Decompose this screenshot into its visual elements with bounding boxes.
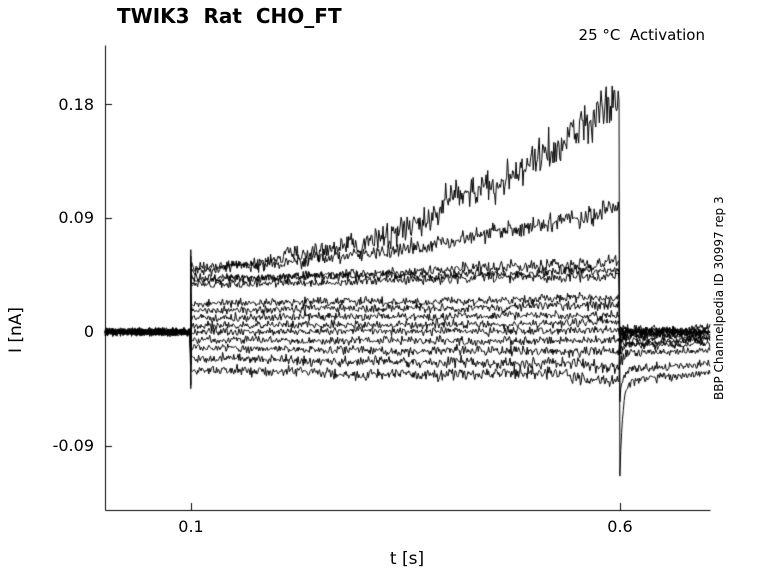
x-tick-label: 0.6 xyxy=(607,517,633,536)
y-tick-label: 0.09 xyxy=(58,208,94,227)
temperature-protocol-annotation: 25 °C Activation xyxy=(578,26,705,44)
x-axis-label: t [s] xyxy=(389,549,425,569)
y-tick-label: 0.18 xyxy=(58,95,94,114)
y-tick-label: 0 xyxy=(83,322,94,341)
y-axis-label: I [nA] xyxy=(6,306,26,354)
x-tick-label: 0.1 xyxy=(178,517,204,536)
channelpedia-id-label: BBP Channelpedia ID 30997 rep 3 xyxy=(712,196,726,400)
y-tick-label: -0.09 xyxy=(52,436,94,455)
chart-title: TWIK3 Rat CHO_FT xyxy=(117,4,342,28)
